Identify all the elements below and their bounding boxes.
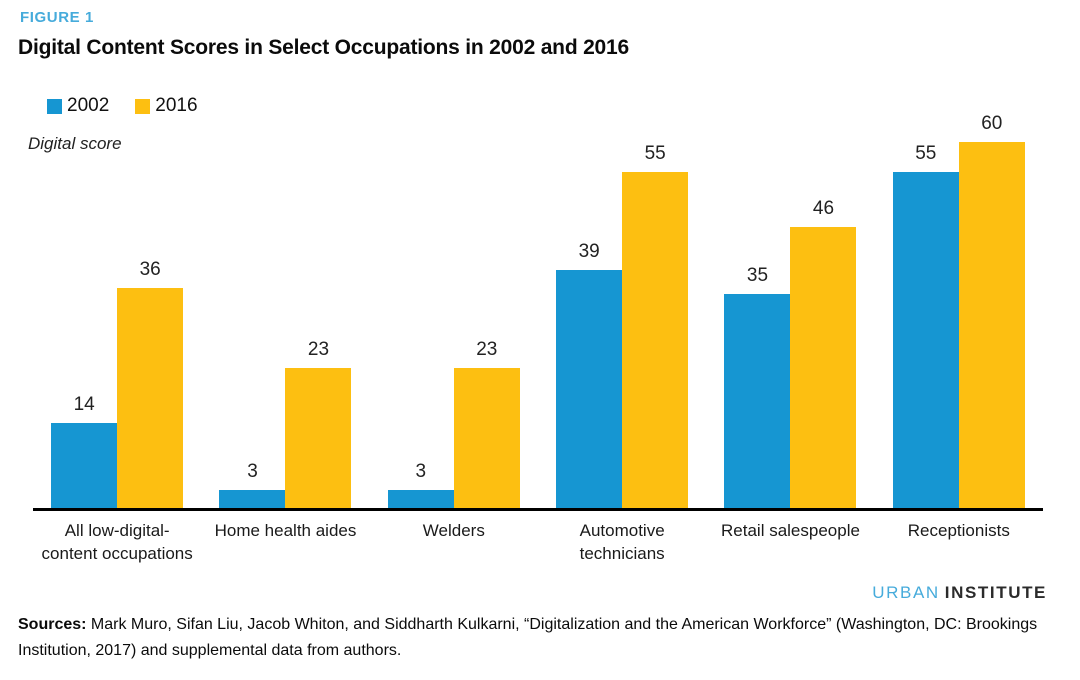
bar-column-2016: 23 [285,339,352,508]
bar-column-2002: 3 [387,461,454,508]
bar-value-label: 14 [73,394,95,415]
bar-column-2002: 3 [219,461,286,508]
bar [724,294,791,508]
bar [51,423,118,508]
bar-value-label: 23 [307,339,330,360]
category-label: Retail salespeople [721,521,860,540]
bar [892,172,959,508]
category-label: Welders [422,521,485,540]
bar-value-label: 36 [139,259,161,280]
category-label: All low-digital- content occupations [41,521,193,564]
plot-area: 14 36 3 23 3 23 39 55 35 46 55 60 [33,113,1043,511]
chart-title: Digital Content Scores in Select Occupat… [18,36,629,59]
sources-note: Sources: Mark Muro, Sifan Liu, Jacob Whi… [18,612,1064,664]
bar-column-2002: 35 [724,265,791,508]
bar-group: 35 46 [706,198,874,508]
bar-column-2016: 36 [117,259,184,508]
bar-group: 39 55 [538,143,706,508]
category-label: Home health aides [214,521,357,540]
bar-column-2016: 55 [622,143,689,508]
logo-urban-text: URBAN [872,583,940,602]
bar [219,490,286,508]
legend-swatch-icon [47,98,62,114]
bar-value-label: 46 [812,198,835,219]
bar-value-label: 55 [644,143,666,164]
logo-institute-text: INSTITUTE [944,583,1047,602]
figure-number-label: FIGURE 1 [20,9,94,26]
legend-swatch-icon [135,98,151,114]
bar-column-2016: 46 [790,198,857,508]
bar [556,270,623,508]
bar-column-2002: 55 [892,143,959,508]
legend-item-2016: 2016 [135,95,198,117]
legend-label: 2002 [67,95,110,116]
category-label: Receptionists [907,521,1010,540]
bar-value-label: 23 [476,339,498,360]
x-axis-labels: All low-digital- content occupations Home… [33,519,1043,566]
legend: 2002 2016 [47,95,198,117]
bar-groups: 14 36 3 23 3 23 39 55 35 46 55 60 [33,113,1043,508]
y-axis-label: Digital score [28,134,122,153]
legend-item-2002: 2002 [47,95,109,117]
sources-text: Mark Muro, Sifan Liu, Jacob Whiton, and … [18,616,1038,659]
bar [453,368,520,508]
bar [622,172,689,508]
bar [387,490,454,508]
bar-group: 3 23 [201,339,369,508]
bar-column-2016: 23 [453,339,520,508]
urban-institute-logo: URBAN INSTITUTE [872,583,1047,603]
bar-value-label: 3 [247,461,258,482]
bar [285,368,352,508]
category-label: Automotive technicians [579,521,665,564]
bar-group: 3 23 [370,339,538,508]
legend-label: 2016 [155,95,198,116]
bar-group: 55 60 [875,113,1043,508]
bar-value-label: 60 [981,113,1003,134]
bar-value-label: 35 [746,265,769,286]
bar [117,288,184,508]
bar-group: 14 36 [33,259,201,508]
bar-value-label: 3 [415,461,427,482]
bar-value-label: 55 [915,143,937,164]
bar-column-2016: 60 [958,113,1025,508]
bar-column-2002: 39 [556,241,623,508]
bar [790,227,857,508]
sources-label: Sources: [18,616,87,633]
bar [958,142,1025,508]
bar-column-2002: 14 [51,394,118,508]
bar-value-label: 39 [578,241,600,262]
